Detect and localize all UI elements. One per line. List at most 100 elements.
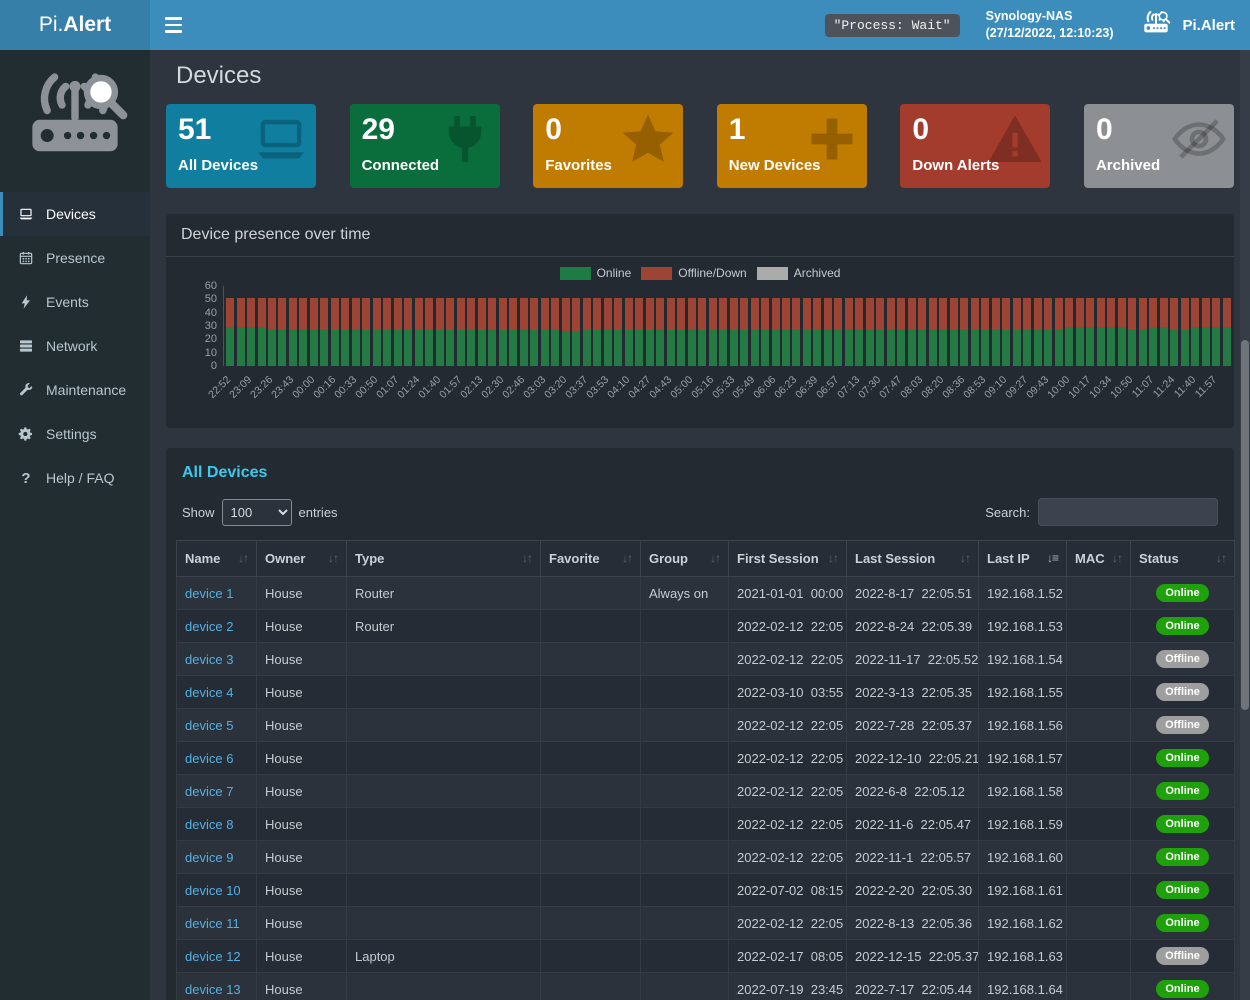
bar-offline <box>886 298 895 329</box>
card-connected[interactable]: 29 Connected <box>349 104 500 188</box>
card-all-devices[interactable]: 51 All Devices <box>166 104 316 188</box>
bar-online <box>1107 327 1116 366</box>
column-header-last-ip[interactable]: Last IP ↓≡ <box>978 540 1067 577</box>
device-link[interactable]: device 9 <box>185 849 234 865</box>
y-axis-tick: 0 <box>210 360 217 372</box>
column-header-last-session[interactable]: Last Session ↓↑ <box>846 540 979 577</box>
app-logo[interactable]: Pi. Alert <box>0 0 150 50</box>
column-header-favorite[interactable]: Favorite ↓↑ <box>540 540 641 577</box>
device-link[interactable]: device 10 <box>185 882 241 898</box>
bar-offline <box>645 298 654 330</box>
device-link[interactable]: device 13 <box>185 981 241 997</box>
column-label: Group <box>649 551 688 566</box>
cell-name: device 2 <box>176 609 257 643</box>
cell-last-session: 2022-12-15 22:05.37 <box>846 939 979 973</box>
device-link[interactable]: device 12 <box>185 948 241 964</box>
sidebar-item-settings[interactable]: Settings <box>0 412 150 456</box>
top-navbar: "Process: Wait" Synology-NAS (27/12/2022… <box>150 0 1250 50</box>
bar-offline <box>414 298 423 330</box>
column-header-first-session[interactable]: First Session ↓↑ <box>728 540 847 577</box>
card-favorites[interactable]: 0 Favorites <box>533 104 684 188</box>
cell-mac <box>1066 642 1131 676</box>
column-label: Type <box>355 551 385 566</box>
device-link[interactable]: device 1 <box>185 585 234 601</box>
bar-offline <box>236 298 245 328</box>
column-header-mac[interactable]: MAC ↓↑ <box>1066 540 1131 577</box>
column-header-group[interactable]: Group ↓↑ <box>640 540 729 577</box>
legend-item-online[interactable]: Online <box>559 266 631 280</box>
legend-item-archived[interactable]: Archived <box>756 266 840 280</box>
bar-offline <box>1117 298 1126 328</box>
device-link[interactable]: device 11 <box>185 915 240 931</box>
cell-name: device 9 <box>176 840 257 874</box>
cell-favorite <box>540 576 641 610</box>
cell-type: Router <box>346 576 541 610</box>
bar-online <box>1002 330 1011 366</box>
bar-online <box>781 328 790 366</box>
cell-type <box>346 906 541 940</box>
bar-offline <box>781 298 790 329</box>
cell-mac <box>1066 609 1131 643</box>
bar-online <box>425 330 434 366</box>
bar-offline <box>1002 298 1011 330</box>
scrollbar-thumb[interactable] <box>1241 340 1249 710</box>
cell-group <box>640 873 729 907</box>
column-label: Owner <box>265 551 306 566</box>
device-link[interactable]: device 2 <box>185 618 234 634</box>
brand-group[interactable]: Pi.Alert <box>1139 9 1235 41</box>
sidebar-item-events[interactable]: Events <box>0 280 150 324</box>
bar-online <box>1128 328 1137 366</box>
device-link[interactable]: device 7 <box>185 783 234 799</box>
sidebar-item-devices[interactable]: Devices <box>0 192 150 236</box>
bar-online <box>435 330 444 366</box>
card-down-alerts[interactable]: 0 Down Alerts <box>900 104 1051 188</box>
bar-online <box>477 330 486 366</box>
cell-mac <box>1066 708 1131 742</box>
bar-online <box>771 328 780 366</box>
bar-offline <box>330 298 339 330</box>
bar-offline <box>897 298 906 329</box>
bar-online <box>288 328 297 366</box>
bar-online <box>865 328 874 366</box>
cell-status: Online <box>1130 873 1235 907</box>
column-header-owner[interactable]: Owner ↓↑ <box>256 540 347 577</box>
device-link[interactable]: device 4 <box>185 684 234 700</box>
sidebar-item-presence[interactable]: Presence <box>0 236 150 280</box>
cell-first-session: 2022-02-12 22:05 <box>728 708 847 742</box>
bar-online <box>467 330 476 366</box>
cell-name: device 7 <box>176 774 257 808</box>
column-header-type[interactable]: Type ↓↑ <box>346 540 541 577</box>
bar-offline <box>708 298 717 330</box>
card-label: Archived <box>1095 156 1161 174</box>
bar-offline <box>635 298 644 330</box>
card-label: All Devices <box>178 156 259 174</box>
bar-offline <box>288 298 297 329</box>
device-link[interactable]: device 6 <box>185 750 234 766</box>
bar-online <box>341 330 350 366</box>
device-link[interactable]: device 5 <box>185 717 234 733</box>
entries-per-page-select[interactable]: 100 <box>221 498 292 526</box>
device-link[interactable]: device 3 <box>185 651 234 667</box>
cell-status: Online <box>1130 576 1235 610</box>
sidebar-toggle-button[interactable] <box>165 17 191 33</box>
bar-online <box>593 330 602 366</box>
bar-online <box>309 328 318 366</box>
legend-item-offline-down[interactable]: Offline/Down <box>641 266 747 280</box>
page-scrollbar[interactable] <box>1240 50 1250 1000</box>
card-archived[interactable]: 0 Archived <box>1083 104 1234 188</box>
card-new-devices[interactable]: 1 New Devices <box>716 104 867 188</box>
cell-last-session: 2022-8-13 22:05.36 <box>846 906 979 940</box>
bar-online <box>551 330 560 366</box>
table-search-input[interactable] <box>1038 498 1218 526</box>
cell-owner: House <box>256 972 347 1000</box>
sidebar-item-help-faq[interactable]: ? Help / FAQ <box>0 456 150 500</box>
column-header-status[interactable]: Status ↓↑ <box>1130 540 1235 577</box>
device-link[interactable]: device 8 <box>185 816 234 832</box>
sidebar-item-network[interactable]: Network <box>0 324 150 368</box>
bar-offline <box>1222 298 1231 328</box>
bar-offline <box>530 298 539 330</box>
status-badge: Offline <box>1156 683 1209 701</box>
cell-name: device 4 <box>176 675 257 709</box>
sidebar-item-maintenance[interactable]: Maintenance <box>0 368 150 412</box>
column-header-name[interactable]: Name ↓↑ <box>176 540 257 577</box>
